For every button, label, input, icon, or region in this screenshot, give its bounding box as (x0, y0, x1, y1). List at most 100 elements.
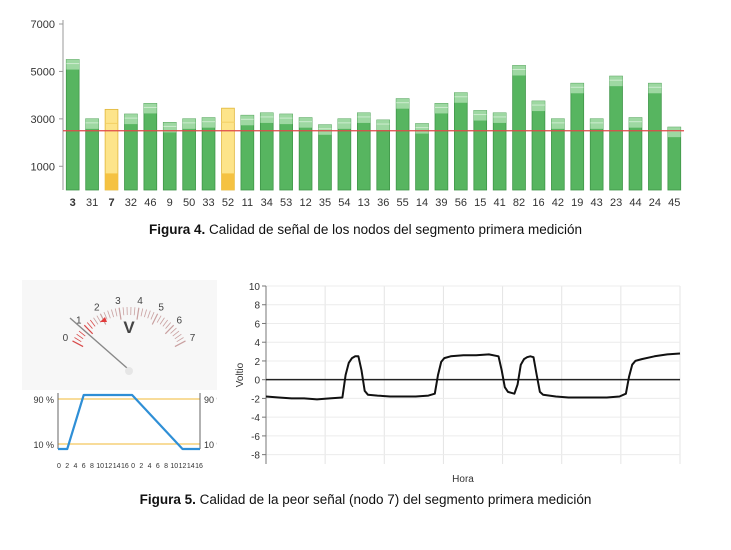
ramp-x-tick-label: 2 (65, 463, 69, 470)
y-tick-label: 0 (254, 376, 260, 387)
x-tick-label: 3 (70, 197, 76, 209)
bar-top-segment (260, 112, 274, 123)
bar-top-segment (66, 59, 80, 70)
x-tick-label: 15 (474, 197, 486, 209)
meter-pivot (125, 367, 133, 375)
meter-scale-label: 0 (63, 333, 69, 344)
bar (143, 103, 158, 191)
bar-node-56 (454, 92, 468, 191)
bar-node-32 (124, 113, 138, 191)
bar-node-39 (434, 103, 449, 191)
meter-scale: 01 2 3 4 5 67 (63, 296, 196, 348)
x-tick-label: 54 (338, 197, 350, 209)
x-tick-label: 31 (86, 197, 98, 209)
bar-node-9 (162, 122, 177, 191)
figure-5-caption: Figura 5. Calidad de la peor señal (nodo… (0, 492, 731, 507)
y-tick-label: 8 (254, 301, 260, 312)
y-tick-label: -2 (251, 394, 260, 405)
x-tick-label: 42 (552, 197, 564, 209)
ramp-left-10-label: 10 % (33, 440, 54, 450)
bar-node-3 (65, 59, 80, 191)
bar (589, 118, 604, 191)
bar-top-segment (667, 127, 681, 138)
ramp-x-tick-label: 0 (131, 463, 135, 470)
x-tick-label: 34 (261, 197, 273, 209)
meter-tick (151, 313, 159, 325)
y-tick-label: -4 (251, 413, 260, 424)
bar (531, 100, 546, 191)
figure-5-caption-label: Figura 5. (139, 492, 196, 507)
bar (279, 113, 293, 191)
ramp-x-tick-label: 6 (156, 463, 160, 470)
x-tick-label: 33 (202, 197, 214, 209)
meter-tick (93, 317, 99, 325)
bar-top-segment (182, 118, 196, 129)
bar (628, 117, 643, 191)
bar (454, 92, 468, 191)
meter-scale-label: 3 (115, 296, 121, 307)
voltage-series-line (265, 352, 681, 401)
y-tick-label: 3000 (31, 114, 55, 126)
ramp-x-tick-label: 8 (90, 463, 94, 470)
bar-node-11 (240, 114, 255, 191)
meter-tick (74, 337, 82, 343)
meter-tick (78, 330, 86, 337)
meter-tick (114, 308, 118, 317)
meter-scale-label: 7 (190, 333, 196, 344)
x-tick-label: 19 (571, 197, 583, 209)
meter-tick (164, 324, 175, 335)
bar (337, 118, 352, 191)
rise-time-ramp-diagram: 90 %10 %90 %10 %024681012141602468101214… (33, 393, 217, 470)
bar-top-segment (609, 76, 623, 87)
y-tick-label: -8 (251, 451, 260, 462)
bar (201, 117, 216, 191)
bar-top-segment (202, 117, 215, 128)
bar (182, 118, 196, 191)
bar (162, 122, 177, 191)
bar-top-segment (240, 115, 254, 126)
bar-top-segment (337, 118, 351, 129)
bar-node-15 (473, 110, 488, 191)
x-axis-label: Hora (452, 474, 474, 485)
y-axis-label: Voltio (235, 362, 246, 387)
x-tick-label: 24 (649, 197, 661, 209)
bar (492, 112, 507, 191)
meter-tick (118, 307, 122, 320)
ramp-x-tick-label: 16 (121, 463, 129, 470)
bar-node-34 (259, 112, 274, 191)
bar-top-segment (473, 110, 487, 121)
bar-top-segment (629, 117, 642, 128)
meter-tick (170, 327, 177, 334)
bar (395, 98, 410, 191)
ramp-x-tick-label: 4 (74, 463, 78, 470)
bar-top-segment (512, 65, 526, 76)
signal-quality-bar-chart: 1000 3000 5000 7000 3 31 7 32 46 9 50 33 52 11 34 53 12 3… (31, 19, 684, 209)
bar-top-segment (551, 118, 565, 129)
bar-top-segment (85, 118, 99, 129)
bar-node-35 (318, 124, 332, 191)
bar-node-36 (376, 119, 391, 191)
bar (298, 117, 313, 191)
meter-tick (176, 337, 184, 343)
meter-tick (147, 310, 151, 319)
x-tick-label: 16 (532, 197, 544, 209)
bar (240, 114, 255, 191)
ramp-right-90-label: 90 % (204, 395, 217, 405)
meter-scale-label: 1 (76, 315, 82, 326)
meter-tick (107, 310, 111, 319)
x-tick-label: 7 (108, 197, 114, 209)
bar-node-31 (85, 118, 99, 191)
ramp-x-tick-label: 8 (164, 463, 168, 470)
ramp-x-tick-label: 4 (148, 463, 152, 470)
x-tick-label: 12 (299, 197, 311, 209)
bar-node-53 (279, 113, 293, 191)
bar-node-82 (512, 65, 526, 191)
bar-top-segment (396, 98, 410, 109)
ramp-left-90-label: 90 % (33, 395, 54, 405)
x-tick-label: 82 (513, 197, 525, 209)
meter-scale-label: 5 (158, 303, 164, 314)
bar (512, 65, 526, 191)
x-tick-label: 14 (416, 197, 428, 209)
meter-tick (103, 311, 108, 320)
